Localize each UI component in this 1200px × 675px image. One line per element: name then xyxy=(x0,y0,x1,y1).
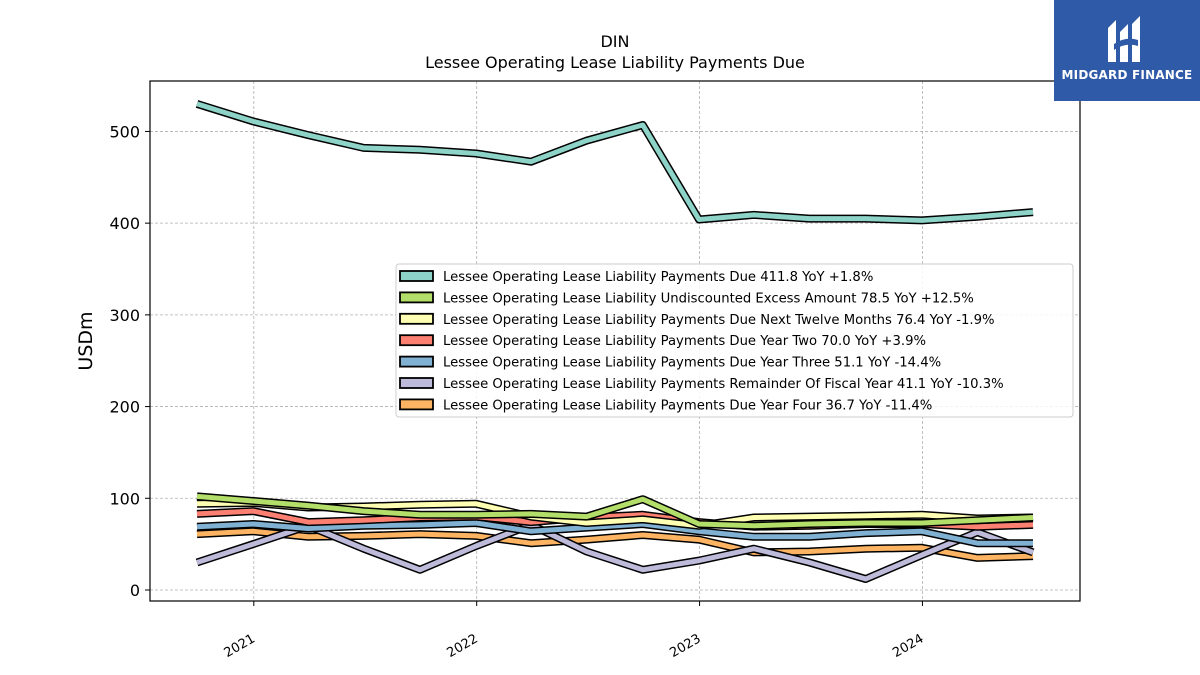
y-axis-label: USDm xyxy=(75,311,97,370)
legend-box xyxy=(395,263,1074,418)
legend-entry: Lessee Operating Lease Liability Payment… xyxy=(443,356,941,371)
legend-entry: Lessee Operating Lease Liability Payment… xyxy=(443,313,995,328)
x-tick-label: 2021 xyxy=(222,631,258,661)
y-tick-label: 0 xyxy=(130,581,140,600)
legend-swatch xyxy=(399,334,434,347)
legend-entry: Lessee Operating Lease Liability Payment… xyxy=(443,398,932,413)
logo-text: MIDGARD FINANCE xyxy=(1061,68,1193,82)
x-tick-label: 2024 xyxy=(890,631,926,661)
legend-swatch xyxy=(399,270,434,282)
series-line xyxy=(196,522,1034,582)
legend-swatch xyxy=(399,291,434,304)
series-line xyxy=(196,101,1034,223)
midgard-finance-logo: MIDGARD FINANCE xyxy=(1054,0,1200,101)
x-tick-label: 2022 xyxy=(445,631,481,661)
legend-swatch xyxy=(399,398,434,411)
legend-entry: Lessee Operating Lease Liability Payment… xyxy=(443,270,873,285)
legend-swatch xyxy=(399,312,434,325)
legend-entry: Lessee Operating Lease Liability Undisco… xyxy=(443,291,974,306)
plot-frame xyxy=(149,80,1081,602)
x-tick-label: 2023 xyxy=(667,631,703,661)
legend-swatch xyxy=(399,377,434,389)
series-line xyxy=(196,493,1034,529)
chart-title: DIN xyxy=(600,32,629,51)
y-tick-label: 400 xyxy=(109,214,140,233)
logo-mark-icon xyxy=(1108,16,1140,62)
legend-entry: Lessee Operating Lease Liability Payment… xyxy=(443,334,926,349)
legend: Lessee Operating Lease Liability Payment… xyxy=(395,263,1074,418)
legend-swatch xyxy=(399,355,434,368)
series-line xyxy=(196,520,1033,546)
y-tick-label: 500 xyxy=(109,122,140,141)
y-tick-label: 100 xyxy=(109,489,140,508)
y-tick-label: 200 xyxy=(109,398,140,417)
series-line-outline xyxy=(195,100,1034,225)
series-lines xyxy=(195,100,1035,583)
chart-subtitle: Lessee Operating Lease Liability Payment… xyxy=(425,53,805,72)
y-tick-label: 300 xyxy=(109,306,140,325)
legend-entry: Lessee Operating Lease Liability Payment… xyxy=(443,377,1004,392)
